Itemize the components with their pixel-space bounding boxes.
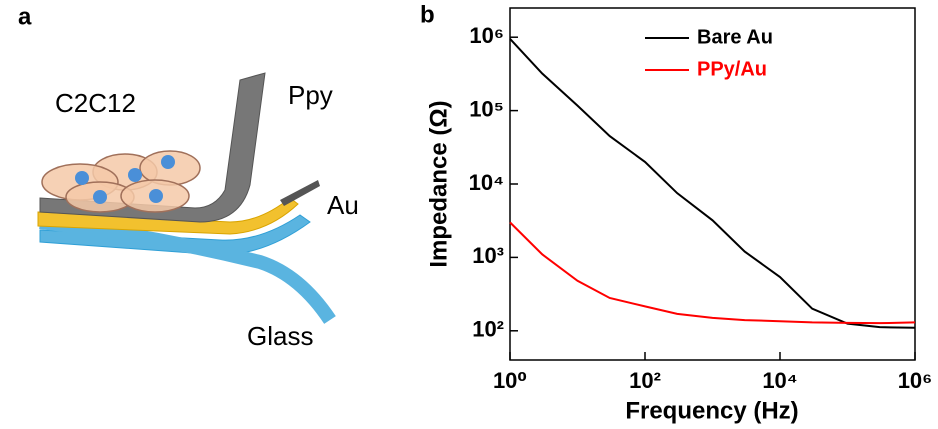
series-line bbox=[510, 222, 915, 323]
nucleus bbox=[93, 190, 107, 204]
nucleus bbox=[128, 168, 142, 182]
label-c2c12: C2C12 bbox=[55, 88, 136, 118]
series-line bbox=[510, 39, 915, 328]
x-tick-label: 10² bbox=[629, 368, 661, 393]
nucleus bbox=[149, 189, 163, 203]
legend-label: Bare Au bbox=[697, 26, 773, 48]
y-tick-label: 10⁶ bbox=[469, 23, 504, 48]
y-tick-label: 10³ bbox=[472, 243, 504, 268]
nucleus bbox=[161, 155, 175, 169]
legend-label: PPy/Au bbox=[697, 58, 767, 80]
x-tick-label: 10⁰ bbox=[493, 368, 527, 393]
label-au: Au bbox=[327, 190, 359, 220]
panel-label: b bbox=[420, 1, 435, 28]
label-glass: Glass bbox=[247, 321, 313, 351]
x-tick-label: 10⁴ bbox=[762, 368, 797, 393]
nucleus bbox=[75, 171, 89, 185]
y-axis-label: Impedance (Ω) bbox=[425, 100, 452, 267]
figure: a C2C12 Ppy Au Glass b Frequency (Hz) Im… bbox=[0, 0, 938, 429]
y-tick-label: 10⁵ bbox=[469, 96, 504, 121]
y-tick-label: 10⁴ bbox=[469, 170, 504, 195]
x-axis-label: Frequency (Hz) bbox=[625, 397, 798, 424]
au-lead bbox=[280, 180, 320, 206]
label-ppy: Ppy bbox=[288, 80, 333, 110]
x-tick-label: 10⁶ bbox=[898, 368, 933, 393]
panel-label: a bbox=[18, 3, 32, 30]
y-tick-label: 10² bbox=[472, 317, 504, 342]
